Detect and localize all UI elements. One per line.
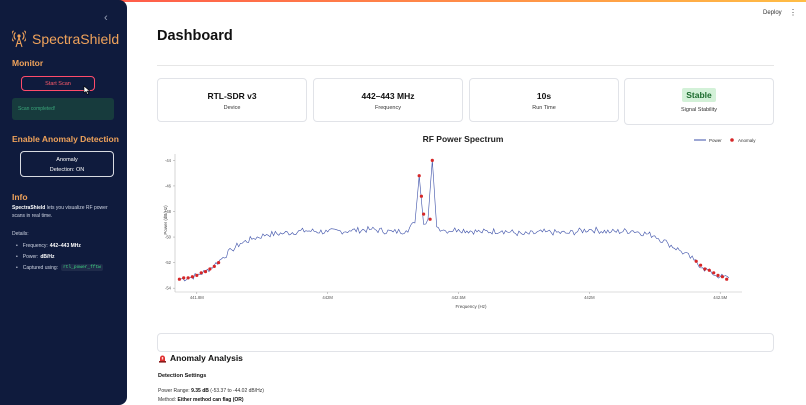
details-list: Frequency:442–443 MHz Power:dB/Hz Captur… — [16, 240, 103, 273]
y-tick-label: -54 — [165, 286, 172, 291]
anomaly-toggle-line2: Detection: ON — [49, 167, 85, 173]
anomaly-point — [712, 271, 716, 275]
chart-axes: -44 -46 -48 -50 -52 -54 441.8M 442M 442.5M 442M 44… — [165, 154, 742, 300]
collapse-sidebar-icon[interactable]: ‹ — [104, 12, 108, 24]
anomaly-point — [195, 273, 199, 277]
x-tick-label: 442M — [584, 295, 595, 300]
empty-container — [157, 333, 774, 352]
legend-anomaly-label: Anomaly — [738, 138, 756, 143]
rf-power-chart: RF Power Spectrum Frequency (Hz) Power (… — [157, 128, 774, 314]
y-tick-label: -48 — [165, 209, 172, 214]
siren-icon — [159, 355, 166, 363]
y-tick-label: -52 — [165, 260, 172, 265]
top-accent-bar — [0, 0, 806, 2]
signal-stability-card: Stable Signal Stability — [624, 78, 774, 125]
brand: SpectraShield — [12, 30, 119, 48]
brand-name: SpectraShield — [32, 31, 120, 47]
deploy-button[interactable]: Deploy — [763, 10, 782, 16]
info-brand: SpectraShield — [12, 205, 46, 211]
anomaly-point — [419, 194, 423, 198]
anomaly-point — [177, 277, 181, 281]
anomaly-analysis-heading: Anomaly Analysis — [158, 353, 243, 363]
anomaly-point — [217, 261, 221, 265]
detection-settings-label: Detection Settings — [158, 373, 207, 379]
legend-anomaly-swatch — [730, 138, 734, 142]
anomaly-point — [190, 275, 194, 279]
x-tick-label: 442.5M — [713, 295, 727, 300]
start-scan-button[interactable]: Start Scan — [21, 76, 95, 91]
spectrum-svg: RF Power Spectrum Frequency (Hz) Power (… — [163, 134, 756, 309]
y-tick-label: -46 — [165, 183, 172, 188]
device-label: Device — [223, 105, 241, 111]
device-card: RTL-SDR v3 Device — [157, 78, 307, 122]
x-tick-label: 441.8M — [190, 295, 204, 300]
anomaly-detection-title: Enable Anomaly Detection — [12, 134, 119, 144]
device-value: RTL-SDR v3 — [207, 91, 257, 101]
run-time-label: Run Time — [532, 105, 556, 111]
method-text: Method: Either method can flag (OR) — [158, 397, 244, 403]
anomaly-point — [212, 264, 216, 268]
anomaly-detection-toggle[interactable]: Anomaly Detection: ON — [20, 151, 114, 177]
x-tick-label: 442.5M — [452, 295, 466, 300]
anomaly-point — [199, 271, 203, 275]
anomaly-point — [707, 268, 711, 272]
anomaly-point — [703, 267, 707, 271]
monitor-title: Monitor — [12, 58, 44, 68]
anomaly-point — [422, 212, 426, 216]
anomaly-point — [186, 276, 190, 280]
anomaly-point — [699, 263, 703, 267]
x-axis-label: Frequency (Hz) — [455, 304, 487, 309]
anomaly-series — [177, 158, 729, 281]
main-menu-icon[interactable]: ⋮ — [789, 8, 797, 17]
sidebar: ‹ SpectraShield Monitor Start Scan Scan … — [0, 0, 127, 405]
stability-badge: Stable — [682, 88, 716, 102]
tool-code: rtl_power_fftw — [61, 264, 103, 271]
info-text: lets you visualize RF power scans in rea… — [12, 205, 108, 219]
mouse-pointer-icon — [83, 85, 91, 95]
y-axis-label: Power (dB/Hz) — [163, 205, 168, 235]
anomaly-point — [182, 276, 186, 280]
y-tick-label: -50 — [165, 235, 172, 240]
detail-power: Power:dB/Hz — [16, 251, 103, 262]
anomaly-point — [428, 217, 432, 221]
frequency-value: 442–443 MHz — [361, 91, 415, 101]
power-series — [179, 160, 730, 282]
anomaly-point — [417, 174, 421, 178]
detail-captured-using: Captured using:rtl_power_fftw — [16, 262, 103, 273]
legend-power-label: Power — [709, 138, 722, 143]
info-title: Info — [12, 192, 28, 202]
details-label: Details: — [12, 231, 29, 237]
divider — [157, 65, 774, 66]
power-line — [179, 160, 730, 282]
chart-legend: Power Anomaly — [694, 138, 756, 143]
frequency-card: 442–443 MHz Frequency — [313, 78, 463, 122]
anomaly-toggle-line1: Anomaly — [56, 157, 78, 163]
anomaly-point — [716, 273, 720, 277]
anomaly-point — [208, 267, 212, 271]
anomaly-analysis-title: Anomaly Analysis — [170, 353, 243, 363]
power-range-text: Power Range: 9.35 dB (-53.37 to -44.02 d… — [158, 388, 264, 394]
anomaly-point — [720, 275, 725, 279]
x-tick-label: 442M — [322, 295, 333, 300]
detail-frequency: Frequency:442–443 MHz — [16, 240, 103, 251]
anomaly-point — [725, 277, 729, 281]
page-title: Dashboard — [157, 28, 233, 44]
frequency-label: Frequency — [375, 105, 401, 111]
info-description: SpectraShield lets you visualize RF powe… — [12, 204, 116, 220]
stability-label: Signal Stability — [680, 107, 718, 113]
run-time-value: 10s — [536, 91, 552, 101]
run-time-card: 10s Run Time — [469, 78, 619, 122]
anomaly-point — [430, 158, 434, 162]
scan-status-message: Scan completed! — [12, 98, 114, 120]
chart-title: RF Power Spectrum — [423, 134, 504, 144]
antenna-icon — [12, 30, 26, 48]
anomaly-point — [203, 270, 208, 274]
y-tick-label: -44 — [165, 158, 172, 163]
anomaly-point — [694, 259, 698, 263]
